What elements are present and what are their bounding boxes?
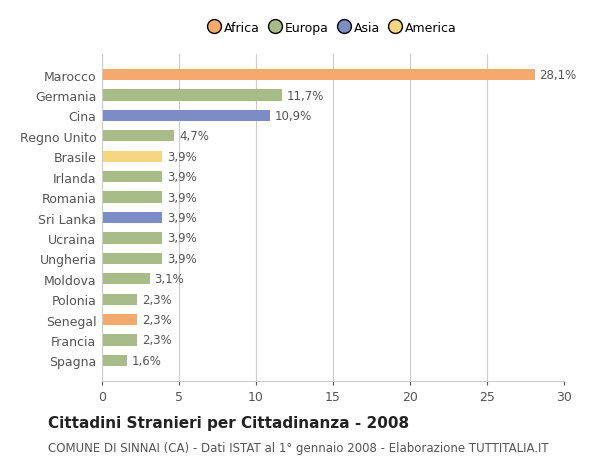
Bar	[102, 151, 162, 162]
Legend: Africa, Europa, Asia, America: Africa, Europa, Asia, America	[209, 22, 457, 35]
Bar	[102, 213, 162, 224]
Text: 3,9%: 3,9%	[167, 151, 196, 163]
Text: 11,7%: 11,7%	[287, 90, 324, 102]
Text: 4,7%: 4,7%	[179, 130, 209, 143]
Bar	[102, 111, 270, 122]
Bar	[102, 253, 162, 264]
Bar	[102, 90, 282, 101]
Text: 3,9%: 3,9%	[167, 191, 196, 204]
Text: COMUNE DI SINNAI (CA) - Dati ISTAT al 1° gennaio 2008 - Elaborazione TUTTITALIA.: COMUNE DI SINNAI (CA) - Dati ISTAT al 1°…	[48, 441, 548, 453]
Bar	[102, 314, 137, 325]
Text: 2,3%: 2,3%	[142, 334, 172, 347]
Text: 3,9%: 3,9%	[167, 252, 196, 265]
Text: 2,3%: 2,3%	[142, 293, 172, 306]
Text: Cittadini Stranieri per Cittadinanza - 2008: Cittadini Stranieri per Cittadinanza - 2…	[48, 415, 409, 431]
Text: 2,3%: 2,3%	[142, 313, 172, 326]
Bar	[102, 274, 150, 285]
Bar	[102, 192, 162, 203]
Bar	[102, 355, 127, 366]
Text: 28,1%: 28,1%	[539, 69, 577, 82]
Text: 3,9%: 3,9%	[167, 232, 196, 245]
Bar	[102, 70, 535, 81]
Bar	[102, 172, 162, 183]
Bar	[102, 335, 137, 346]
Text: 3,9%: 3,9%	[167, 212, 196, 224]
Bar	[102, 131, 175, 142]
Text: 3,1%: 3,1%	[154, 273, 184, 285]
Bar	[102, 294, 137, 305]
Text: 3,9%: 3,9%	[167, 171, 196, 184]
Bar	[102, 233, 162, 244]
Text: 1,6%: 1,6%	[131, 354, 161, 367]
Text: 10,9%: 10,9%	[274, 110, 312, 123]
